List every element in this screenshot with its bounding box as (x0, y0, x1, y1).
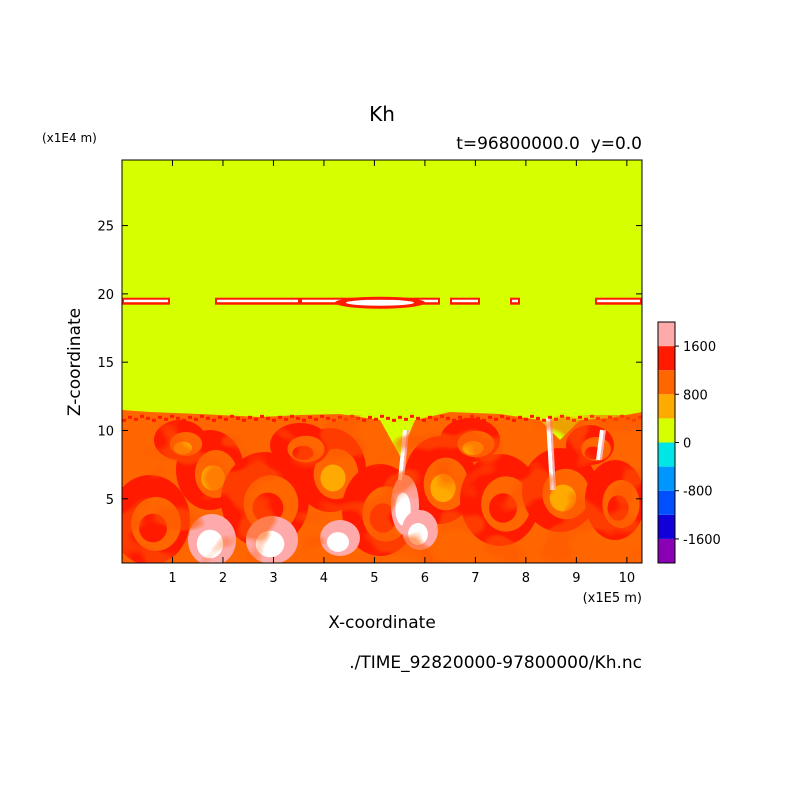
x-tick-label: 9 (572, 571, 580, 586)
chart-title: Kh (369, 102, 395, 126)
colorbar-level (658, 514, 675, 539)
colorbar-level (658, 322, 675, 347)
chart-subtitle: t=96800000.0 y=0.0 (456, 134, 642, 154)
x-tick-label: 3 (269, 571, 277, 586)
plot-frame (121, 159, 643, 564)
heatmap-field (122, 160, 642, 563)
x-tick-label: 6 (421, 571, 429, 586)
colorbar-level (658, 490, 675, 515)
y-axis-label: Z-coordinate (65, 308, 85, 416)
y-unit-label: (x1E4 m) (42, 131, 97, 145)
eddy-noise (122, 415, 642, 563)
thin-layer-core (452, 299, 478, 303)
upper-thin-layer (122, 296, 642, 309)
thin-layer-core (217, 299, 298, 303)
y-axis: 5 10 15 20 25 (97, 220, 642, 508)
colorbar-tick-label: 0 (683, 437, 691, 452)
y-tick-label: 5 (106, 493, 114, 508)
x-axis-label: X-coordinate (328, 613, 436, 633)
y-tick-label: 20 (97, 288, 114, 303)
y-tick-label: 10 (97, 424, 114, 439)
x-tick-label: 2 (219, 571, 227, 586)
colorbar-level (658, 346, 675, 371)
colorbar: 1600 800 0 -800 -1600 (657, 321, 721, 564)
source-file-label: ./TIME_92820000-97800000/Kh.nc (349, 653, 642, 673)
colorbar-tick-label: 800 (683, 388, 708, 403)
x-tick-label: 8 (522, 571, 530, 586)
x-tick-label: 10 (619, 571, 636, 586)
colorbar-level (658, 418, 675, 443)
thin-layer-core (597, 299, 640, 303)
colorbar-level (658, 538, 675, 563)
y-tick-label: 25 (97, 220, 114, 235)
thin-layer-core (512, 299, 518, 303)
colorbar-tick-label: 1600 (683, 340, 716, 355)
colorbar-tick-label: -1600 (683, 533, 721, 548)
colorbar-level (658, 394, 675, 419)
x-unit-label: (x1E5 m) (583, 591, 642, 606)
colorbar-level (658, 466, 675, 491)
colorbar-tick-label: -800 (683, 485, 713, 500)
colorbar-level (658, 370, 675, 395)
x-tick-label: 7 (471, 571, 479, 586)
colorbar-level (658, 442, 675, 467)
x-tick-label: 5 (370, 571, 378, 586)
x-tick-label: 4 (320, 571, 328, 586)
thin-layer-blob-core (346, 299, 414, 306)
thin-layer-core (124, 299, 168, 303)
x-axis: 1 2 3 4 5 6 7 8 9 10 (168, 160, 635, 586)
y-tick-label: 15 (97, 356, 114, 371)
x-tick-label: 1 (168, 571, 176, 586)
